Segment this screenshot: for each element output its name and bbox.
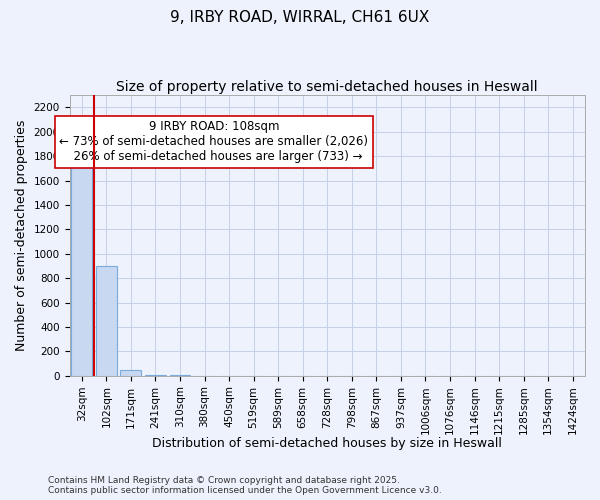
Text: Contains HM Land Registry data © Crown copyright and database right 2025.
Contai: Contains HM Land Registry data © Crown c… (48, 476, 442, 495)
Title: Size of property relative to semi-detached houses in Heswall: Size of property relative to semi-detach… (116, 80, 538, 94)
Bar (96, 266, 117, 376)
Text: 9 IRBY ROAD: 108sqm
← 73% of semi-detached houses are smaller (2,026)
  26% of s: 9 IRBY ROAD: 108sqm ← 73% of semi-detach… (59, 120, 368, 164)
Text: 9, IRBY ROAD, WIRRAL, CH61 6UX: 9, IRBY ROAD, WIRRAL, CH61 6UX (170, 10, 430, 25)
Bar (145, 375, 166, 376)
X-axis label: Distribution of semi-detached houses by size in Heswall: Distribution of semi-detached houses by … (152, 437, 502, 450)
Y-axis label: Number of semi-detached properties: Number of semi-detached properties (15, 120, 28, 351)
Bar (71, 152, 92, 376)
Bar (121, 370, 142, 376)
